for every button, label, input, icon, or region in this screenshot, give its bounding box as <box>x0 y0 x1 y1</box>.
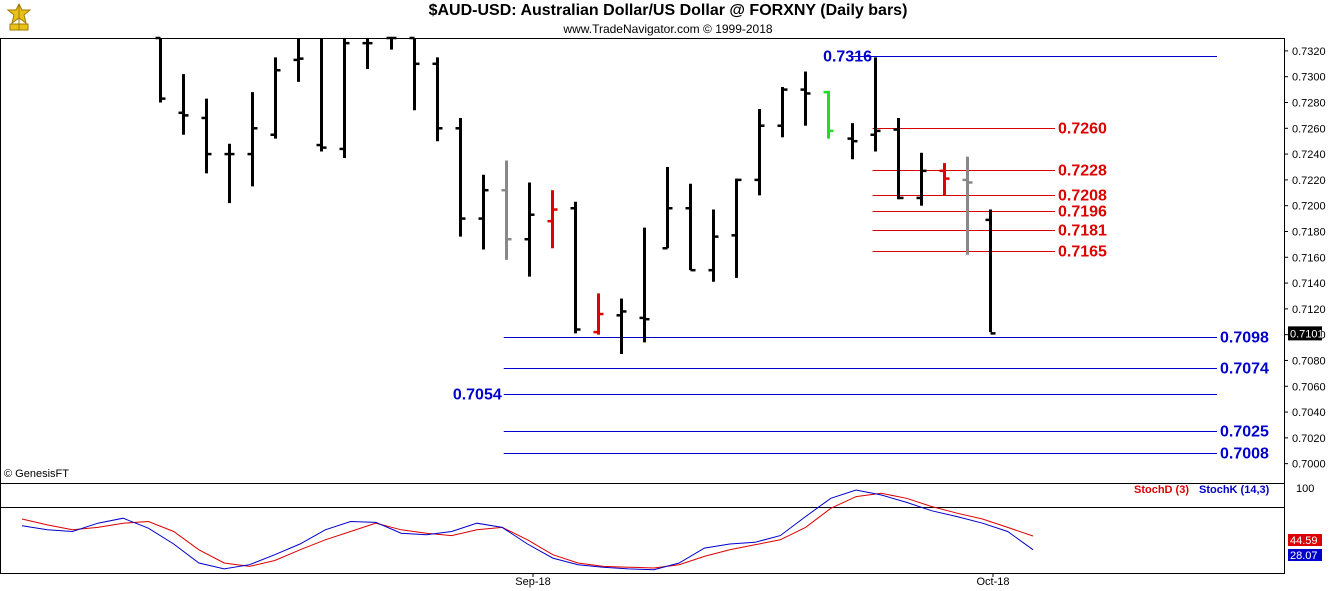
stoch-last-box <box>1288 534 1322 546</box>
stoch-series-line <box>21 489 1034 571</box>
last-price-box <box>1288 326 1322 341</box>
level-label: 0.7228 <box>1058 163 1107 180</box>
level-label: 0.7008 <box>1220 446 1269 463</box>
level-label: 0.7098 <box>1220 330 1269 347</box>
level-label: 0.7208 <box>1058 188 1107 205</box>
copyright-text: © GenesisFT <box>4 468 69 480</box>
price-panel-frame <box>0 38 1285 484</box>
level-label: 0.7196 <box>1058 204 1107 221</box>
x-tick-label: Oct-18 <box>976 576 1009 588</box>
stoch-y-tick-label: 100 <box>1296 483 1314 495</box>
level-label: 0.7025 <box>1220 424 1269 441</box>
legend-stochk: StochK (14,3) <box>1199 484 1270 496</box>
y-tick-label: 0.7320 <box>1292 46 1326 58</box>
stoch-last-label: 28.07 <box>1290 550 1318 562</box>
x-tick-label: Sep-18 <box>515 576 550 588</box>
stoch-panel-frame <box>0 483 1285 574</box>
y-tick-label: 0.7160 <box>1292 252 1326 264</box>
level-label: 0.7181 <box>1058 223 1107 240</box>
y-tick-label: 0.7280 <box>1292 97 1326 109</box>
y-tick-label: 0.7060 <box>1292 381 1326 393</box>
y-tick-label: 0.7180 <box>1292 226 1326 238</box>
y-tick-label: 0.7240 <box>1292 149 1326 161</box>
y-tick-label: 0.7260 <box>1292 123 1326 135</box>
chart-subtitle: www.TradeNavigator.com © 1999-2018 <box>563 22 773 36</box>
y-tick-label: 0.7080 <box>1292 355 1326 367</box>
stoch-last-box <box>1288 549 1322 561</box>
legend-stochd: StochD (3) <box>1134 484 1189 496</box>
last-price-label: 0.7101 <box>1290 328 1324 340</box>
y-tick-label: 0.7120 <box>1292 304 1326 316</box>
y-tick-label: 0.7020 <box>1292 433 1326 445</box>
trade-navigator-logo-icon <box>2 2 36 34</box>
level-label: 0.7074 <box>1220 361 1269 378</box>
y-tick-label: 0.7000 <box>1292 459 1326 471</box>
y-tick-label: 0.7140 <box>1292 278 1326 290</box>
y-tick-label: 0.7200 <box>1292 201 1326 213</box>
chart-title: $AUD-USD: Australian Dollar/US Dollar @ … <box>428 2 908 19</box>
stoch-series-line <box>21 492 1034 569</box>
level-label: 0.7054 <box>453 387 502 404</box>
y-tick-label: 0.7040 <box>1292 407 1326 419</box>
level-label: 0.7316 <box>823 49 872 66</box>
stoch-last-label: 44.59 <box>1290 535 1318 547</box>
level-label: 0.7165 <box>1058 244 1107 261</box>
level-label: 0.7260 <box>1058 121 1107 138</box>
y-tick-label: 0.7300 <box>1292 72 1326 84</box>
y-tick-label: 0.7220 <box>1292 175 1326 187</box>
